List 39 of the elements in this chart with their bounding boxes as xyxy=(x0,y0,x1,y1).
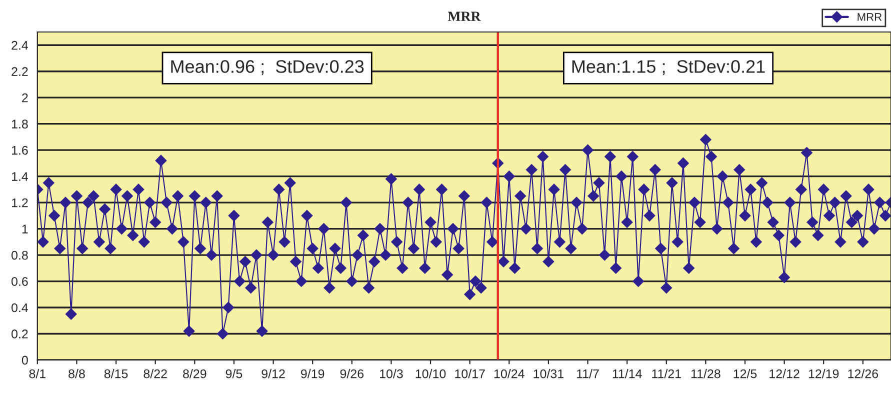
x-tick-label: 8/8 xyxy=(68,369,85,378)
y-tick-label: 1.2 xyxy=(12,198,28,208)
y-tick-label: 2.4 xyxy=(12,40,28,50)
y-tick-label: 0 xyxy=(22,356,28,365)
x-tick-label: 10/31 xyxy=(534,369,564,378)
x-tick-label: 9/5 xyxy=(226,369,242,378)
x-tick-label: 12/5 xyxy=(734,369,757,378)
x-tick-label: 10/10 xyxy=(416,369,446,378)
x-tick-label: 10/24 xyxy=(494,369,524,378)
chart-title: MRR xyxy=(448,12,481,21)
x-tick-label: 9/12 xyxy=(262,369,285,378)
x-tick-label: 8/15 xyxy=(104,369,128,378)
x-tick-label: 9/26 xyxy=(340,369,364,378)
x-tick-label: 8/22 xyxy=(144,369,167,378)
y-tick-label: 1.8 xyxy=(12,120,28,128)
x-tick-label: 11/28 xyxy=(691,369,720,378)
x-tick-label: 12/19 xyxy=(808,369,839,378)
annotation: Mean:1.15 ; StDev:0.21 xyxy=(572,60,765,76)
x-tick-label: 8/29 xyxy=(183,369,206,378)
x-tick-label: 8/1 xyxy=(29,369,46,378)
y-tick-label: 1.6 xyxy=(12,146,28,155)
x-tick-label: 11/21 xyxy=(652,369,681,378)
x-tick-label: 9/19 xyxy=(301,369,324,378)
x-tick-label: 11/7 xyxy=(577,369,599,378)
x-tick-label: 12/26 xyxy=(848,369,878,378)
annotation: Mean:0.96 ; StDev:0.23 xyxy=(171,60,364,76)
x-tick-label: 11/14 xyxy=(612,369,642,378)
y-tick-label: 0.4 xyxy=(12,303,28,312)
y-tick-label: 1 xyxy=(22,224,28,234)
y-tick-label: 0.8 xyxy=(12,250,28,260)
y-tick-label: 0.6 xyxy=(12,277,28,286)
x-tick-label: 10/17 xyxy=(455,369,485,378)
x-tick-label: 10/3 xyxy=(380,369,403,378)
y-tick-label: 0.2 xyxy=(12,330,28,338)
y-tick-label: 2 xyxy=(22,93,28,102)
legend-label: MRR xyxy=(858,13,882,21)
y-tick-label: 2.2 xyxy=(12,67,28,76)
y-tick-label: 1.4 xyxy=(12,172,28,181)
x-tick-label: 12/12 xyxy=(770,369,800,378)
